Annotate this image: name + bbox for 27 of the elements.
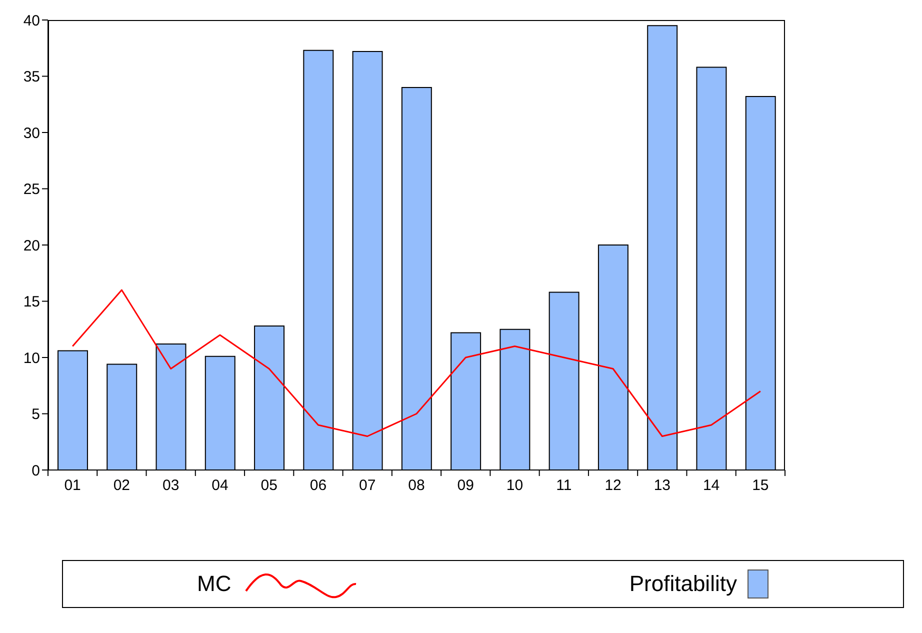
legend-label: Profitability <box>629 571 737 597</box>
line-series <box>72 289 762 437</box>
x-tick-label: 12 <box>604 477 622 494</box>
y-tick-label: 10 <box>23 350 40 367</box>
x-tick-label: 06 <box>310 477 327 494</box>
x-tick-label: 05 <box>260 477 278 494</box>
y-tick-label: 15 <box>23 294 40 311</box>
x-tick-label: 13 <box>654 477 671 494</box>
y-tick-label: 20 <box>23 237 40 254</box>
x-tick-label: 02 <box>113 477 130 494</box>
x-tick-label: 09 <box>457 477 474 494</box>
x-tick-label: 08 <box>408 477 425 494</box>
x-tick-label: 14 <box>702 477 720 494</box>
y-tick-label: 35 <box>23 68 40 86</box>
y-tick-label: 40 <box>23 12 40 30</box>
x-tick-label: 10 <box>506 477 524 494</box>
y-tick-label: 25 <box>23 181 40 198</box>
legend-label: MC <box>197 571 232 597</box>
y-tick-label: 0 <box>32 462 40 480</box>
x-tick-label: 15 <box>752 477 769 494</box>
x-tick-label: 03 <box>162 477 180 494</box>
x-tick-label: 04 <box>212 477 228 494</box>
y-tick-label: 30 <box>23 124 40 142</box>
x-tick-label: 07 <box>359 477 376 494</box>
x-tick-label: 01 <box>64 477 81 494</box>
y-tick-label: 5 <box>32 406 40 424</box>
x-tick-label: 11 <box>556 477 572 494</box>
